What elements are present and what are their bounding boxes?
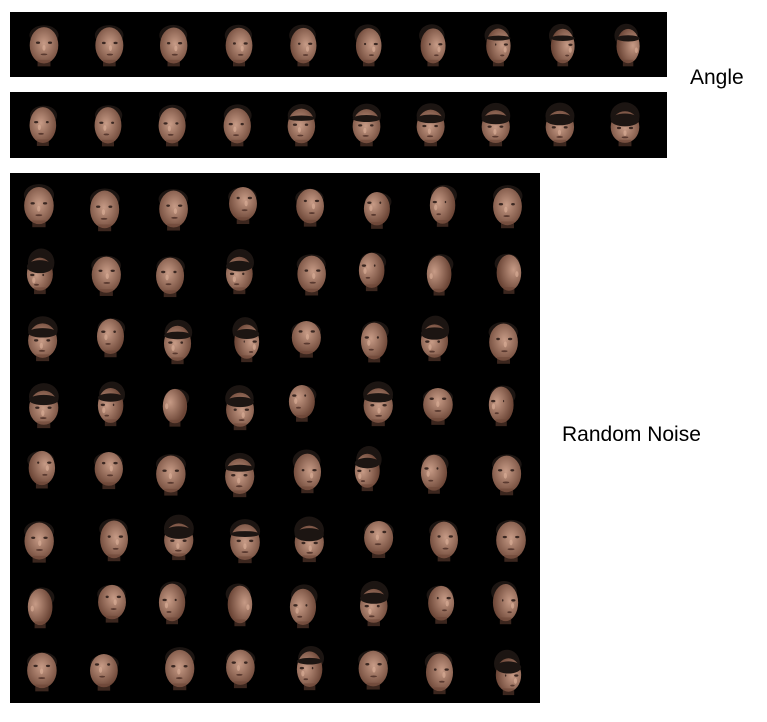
face-thumbnail: [15, 643, 69, 697]
face-thumbnail: [153, 640, 207, 694]
face-thumbnail: [17, 378, 71, 432]
face-thumbnail: [212, 380, 266, 434]
face-thumbnail: [479, 245, 533, 299]
face-thumbnail: [484, 512, 538, 566]
face-thumbnail: [79, 247, 133, 301]
face-thumbnail: [12, 513, 66, 567]
face-thumbnail: [16, 579, 70, 633]
face-thumbnail: [480, 446, 534, 500]
face-thumbnail: [418, 177, 472, 231]
angle-label: Angle: [690, 66, 744, 89]
face-thumbnail: [285, 640, 339, 694]
face-thumbnail: [147, 98, 199, 150]
face-thumbnail: [16, 311, 70, 365]
face-thumbnail: [215, 177, 269, 231]
face-thumbnail: [78, 181, 132, 235]
face-thumbnail: [278, 578, 332, 632]
face-thumbnail: [152, 314, 206, 368]
angle-face-strip-2: [10, 92, 667, 158]
face-thumbnail: [282, 179, 336, 233]
face-thumbnail: [85, 309, 139, 363]
face-thumbnail: [534, 98, 586, 150]
face-thumbnail: [144, 248, 198, 302]
face-thumbnail: [13, 441, 67, 495]
face-thumbnail: [405, 98, 457, 150]
face-thumbnail: [86, 376, 140, 430]
face-thumbnail: [405, 18, 457, 70]
face-thumbnail: [412, 576, 466, 630]
face-thumbnail: [86, 511, 140, 565]
face-thumbnail: [212, 98, 264, 150]
face-thumbnail: [214, 244, 268, 298]
face-thumbnail: [146, 181, 200, 235]
face-thumbnail: [352, 511, 406, 565]
face-thumbnail: [415, 246, 469, 300]
face-thumbnail: [470, 18, 522, 70]
angle-face-strip-1: [10, 12, 667, 77]
face-thumbnail: [341, 18, 393, 70]
face-thumbnail: [213, 447, 267, 501]
face-thumbnail: [282, 512, 336, 566]
face-thumbnail: [599, 18, 651, 70]
face-thumbnail: [343, 441, 397, 495]
face-thumbnail: [351, 376, 405, 430]
face-thumbnail: [348, 576, 402, 630]
face-thumbnail: [147, 574, 201, 628]
face-thumbnail: [81, 442, 135, 496]
face-thumbnail: [18, 98, 70, 150]
face-thumbnail: [284, 246, 338, 300]
random-noise-face-grid: [10, 173, 540, 703]
face-thumbnail: [276, 18, 328, 70]
face-thumbnail: [346, 641, 400, 695]
face-thumbnail: [416, 512, 470, 566]
face-thumbnail: [349, 313, 403, 367]
face-thumbnail: [341, 98, 393, 150]
face-thumbnail: [217, 312, 271, 366]
face-thumbnail: [534, 18, 586, 70]
face-thumbnail: [151, 379, 205, 433]
face-thumbnail: [276, 98, 328, 150]
face-thumbnail: [411, 644, 465, 698]
face-thumbnail: [279, 443, 333, 497]
face-thumbnail: [470, 98, 522, 150]
face-thumbnail: [210, 576, 264, 630]
face-thumbnail: [144, 446, 198, 500]
face-thumbnail: [476, 314, 530, 368]
face-thumbnail: [12, 177, 66, 231]
face-thumbnail: [15, 244, 69, 298]
face-thumbnail: [218, 513, 272, 567]
face-thumbnail: [347, 243, 401, 297]
face-thumbnail: [477, 377, 531, 431]
face-thumbnail: [352, 182, 406, 236]
face-thumbnail: [147, 18, 199, 70]
face-thumbnail: [84, 575, 138, 629]
random-noise-label: Random Noise: [562, 423, 701, 446]
face-thumbnail: [481, 178, 535, 232]
face-thumbnail: [152, 510, 206, 564]
face-thumbnail: [476, 574, 530, 628]
face-thumbnail: [409, 311, 463, 365]
face-thumbnail: [83, 18, 135, 70]
face-thumbnail: [214, 640, 268, 694]
face-thumbnail: [599, 98, 651, 150]
face-thumbnail: [83, 98, 135, 150]
face-thumbnail: [479, 645, 533, 699]
face-thumbnail: [279, 311, 333, 365]
face-thumbnail: [409, 445, 463, 499]
face-thumbnail: [78, 644, 132, 698]
face-thumbnail: [18, 18, 70, 70]
face-thumbnail: [277, 375, 331, 429]
face-thumbnail: [212, 18, 264, 70]
face-thumbnail: [411, 378, 465, 432]
